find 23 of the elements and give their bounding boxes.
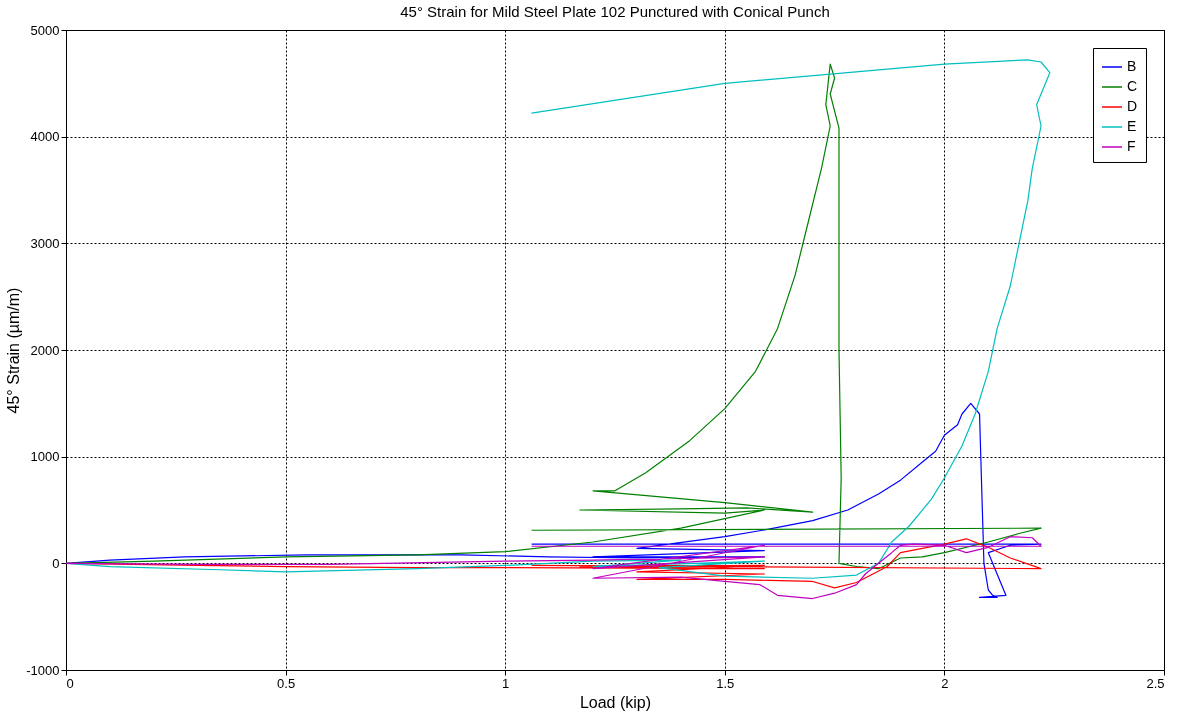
line-series (65, 402, 1042, 599)
y-tick-label: 1000 (30, 449, 60, 465)
x-tick-label: 2.5 (1146, 675, 1165, 691)
chart-title: 45° Strain for Mild Steel Plate 102 Punctured with Conical Punch (400, 3, 830, 20)
y-tick-label: 0 (52, 555, 60, 571)
y-tick-label: 3000 (30, 235, 60, 251)
y-tick-label: 4000 (30, 129, 60, 145)
x-tick-label: 2 (941, 675, 949, 691)
y-axis-title: 45° Strain (µm/m) (5, 287, 23, 414)
x-tick-label: 1 (502, 675, 510, 691)
x-axis-title: Load (kip) (579, 693, 652, 711)
x-tick-label: 0.5 (277, 675, 296, 691)
y-tick-label: -1000 (26, 662, 60, 678)
x-tick-label: 1.5 (716, 675, 735, 691)
legend-label: C (1127, 78, 1138, 94)
y-tick-label: 2000 (30, 342, 60, 358)
legend-label: D (1127, 98, 1138, 114)
legend-label: F (1127, 138, 1136, 154)
x-tick-label: 0 (66, 675, 74, 691)
legend-label: E (1127, 118, 1137, 134)
legend-label: B (1127, 58, 1137, 74)
y-tick-label: 5000 (30, 22, 60, 38)
line-series (65, 536, 1042, 600)
